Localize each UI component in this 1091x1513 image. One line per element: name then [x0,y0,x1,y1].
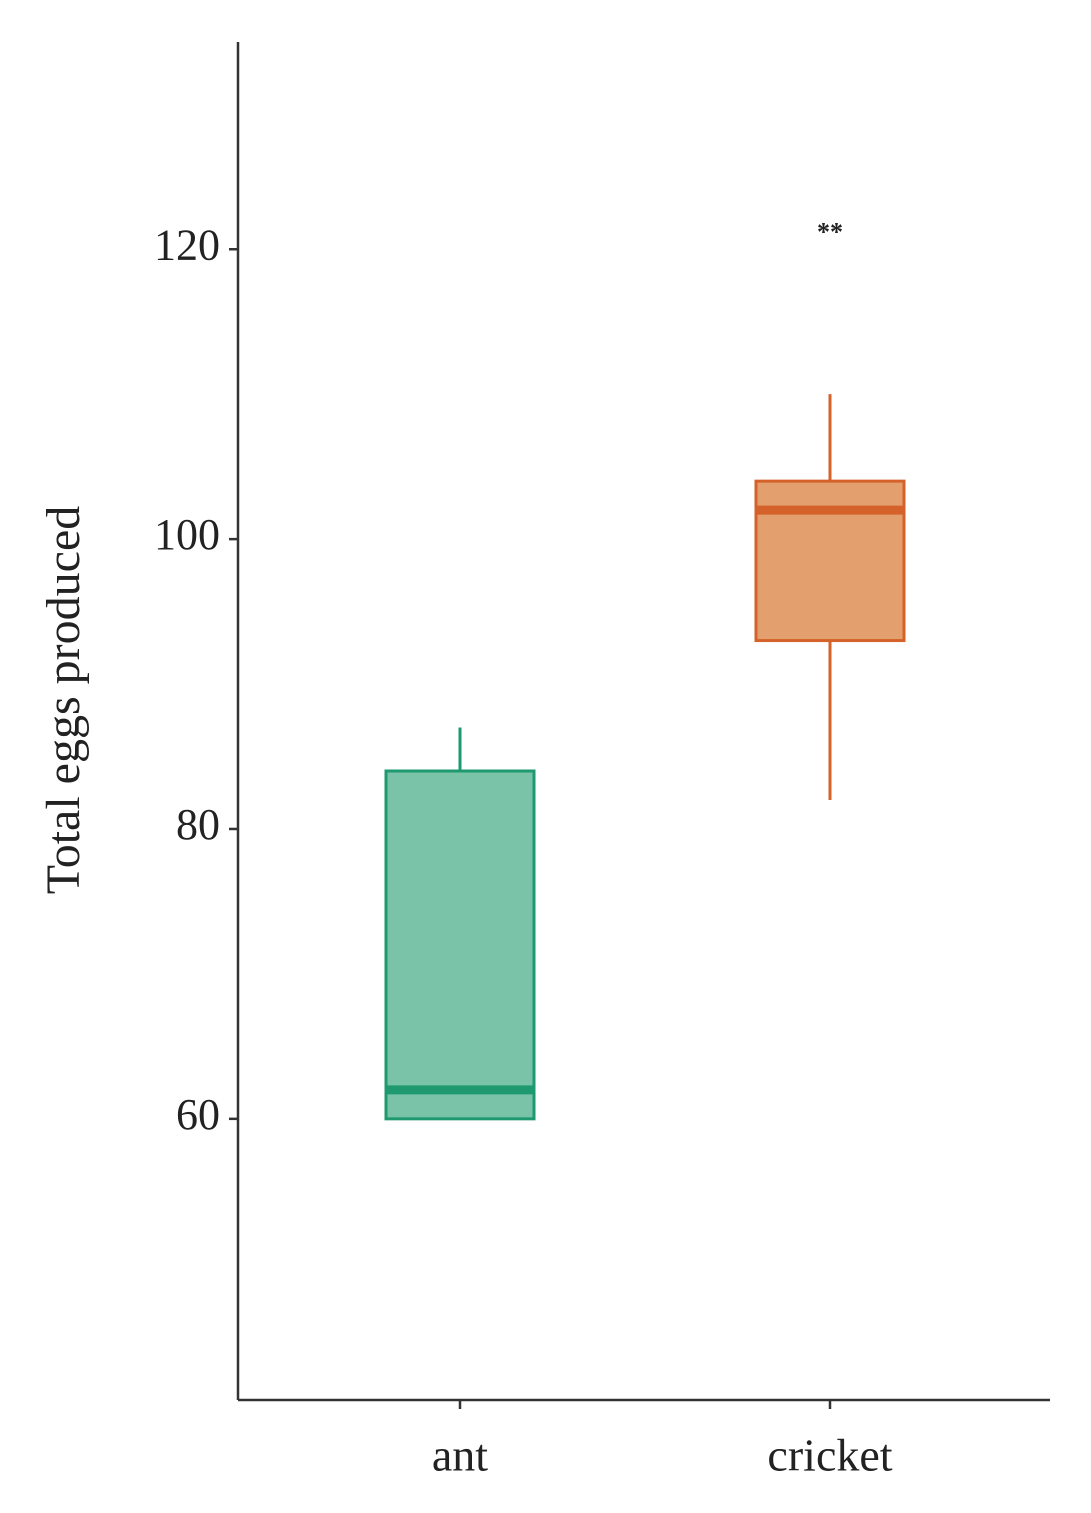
y-tick-label: 60 [176,1090,220,1139]
y-axis-label: Total eggs produced [37,506,90,895]
y-tick-label: 80 [176,800,220,849]
x-tick-label: ant [432,1430,488,1481]
y-tick-label: 100 [154,510,220,559]
box [754,479,906,643]
annotation: ** [817,218,843,247]
x-tick-label: cricket [767,1430,892,1481]
box [384,769,536,1121]
y-tick-label: 120 [154,220,220,269]
